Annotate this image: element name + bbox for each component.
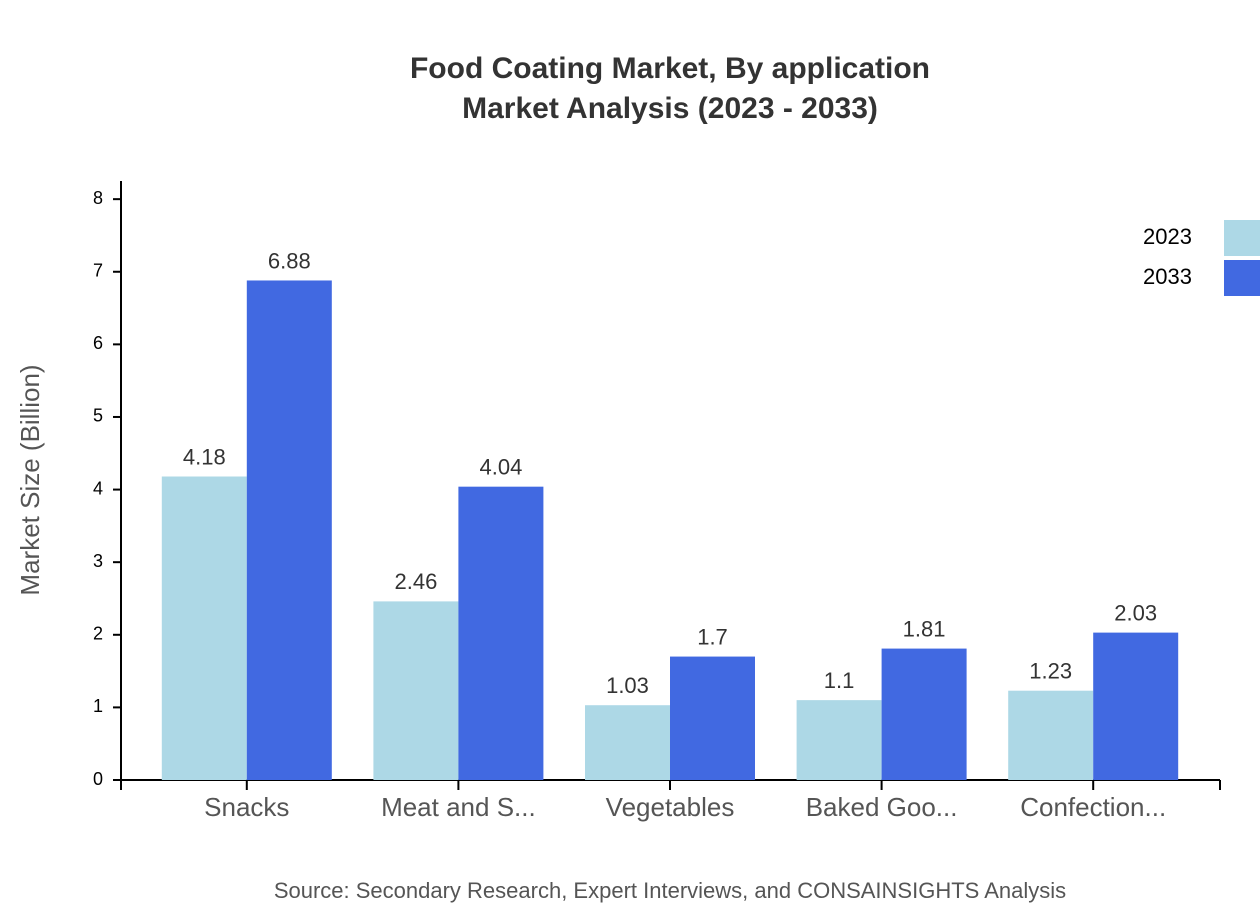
bar [246, 280, 332, 780]
value-label: 2.03 [1114, 600, 1157, 625]
x-tick-label: Confection... [1020, 792, 1166, 822]
legend-label: 2033 [1143, 264, 1192, 289]
bar [1008, 690, 1094, 780]
bar [1093, 632, 1179, 780]
value-label: 1.23 [1029, 659, 1072, 684]
x-tick-label: Meat and S... [381, 792, 536, 822]
y-tick-label: 3 [93, 551, 103, 571]
value-label: 1.7 [697, 624, 728, 649]
y-tick-label: 4 [93, 478, 103, 498]
chart-subtitle: Market Analysis (2023 - 2033) [462, 92, 878, 125]
legend-swatch [1224, 260, 1260, 296]
x-tick-label: Baked Goo... [806, 792, 958, 822]
bar [458, 486, 544, 780]
y-axis-label: Market Size (Billion) [15, 364, 45, 595]
bar [670, 656, 755, 780]
value-label: 6.88 [268, 248, 311, 273]
x-tick-label: Vegetables [606, 792, 735, 822]
y-tick-label: 5 [93, 406, 103, 426]
value-label: 1.81 [903, 616, 946, 641]
source-note: Source: Secondary Research, Expert Inter… [274, 878, 1066, 903]
x-tick-label: Snacks [204, 792, 289, 822]
y-tick-label: 7 [93, 261, 103, 281]
y-tick-label: 8 [93, 188, 103, 208]
legend-swatch [1224, 220, 1260, 256]
value-label: 1.03 [606, 673, 649, 698]
legend-label: 2023 [1143, 224, 1192, 249]
bar [796, 700, 882, 780]
bar [161, 476, 247, 780]
bar [585, 705, 670, 780]
y-tick-label: 2 [93, 624, 103, 644]
value-label: 4.18 [183, 444, 226, 469]
y-tick-label: 6 [93, 333, 103, 353]
value-label: 4.04 [479, 454, 522, 479]
bar [373, 601, 459, 780]
value-label: 2.46 [394, 569, 437, 594]
y-tick-label: 0 [93, 769, 103, 789]
value-label: 1.1 [824, 668, 855, 693]
y-tick-label: 1 [93, 696, 103, 716]
bar [881, 648, 967, 780]
chart-title: Food Coating Market, By application [410, 52, 930, 85]
